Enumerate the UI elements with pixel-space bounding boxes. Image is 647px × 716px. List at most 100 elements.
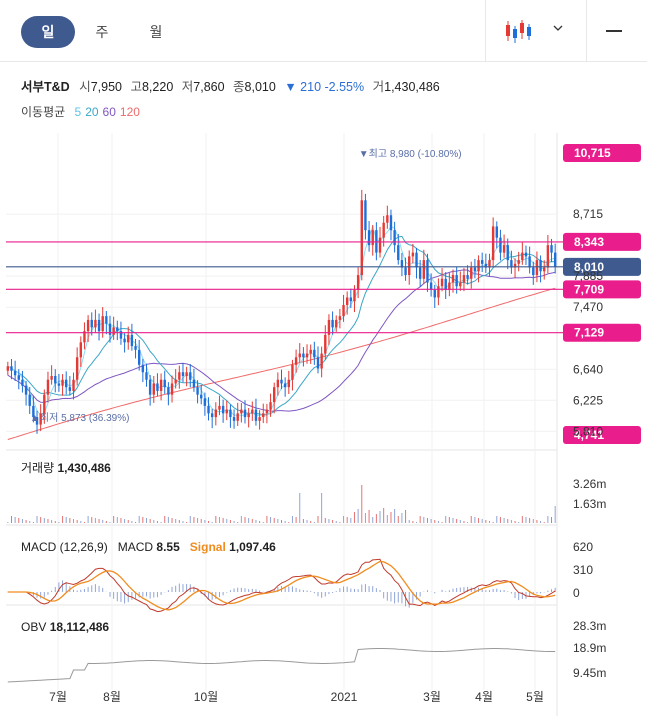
- candle-body: [433, 290, 436, 298]
- ma-120-label: 120: [119, 105, 140, 119]
- candle-body: [502, 245, 506, 253]
- candle-body: [46, 379, 50, 395]
- price-badge: [563, 280, 641, 299]
- candle-body: [491, 226, 495, 261]
- low-label: 저: [181, 80, 194, 94]
- price-badge-label: 4,741: [574, 428, 604, 442]
- candle-body: [101, 316, 104, 332]
- obv-axis-label: 18.9m: [573, 641, 606, 655]
- candle-body: [170, 383, 174, 395]
- candle-body: [232, 417, 236, 421]
- candle-body: [262, 413, 265, 418]
- price-badge: [563, 144, 641, 162]
- candle-body: [371, 230, 374, 246]
- y-tick-label: 7,885: [573, 269, 603, 283]
- candle-body: [444, 278, 447, 291]
- macd-axis-label: 620: [573, 540, 593, 554]
- candle-body: [65, 379, 68, 388]
- ma-120-line: [7, 287, 556, 440]
- volume-value: 1,430,486: [384, 80, 440, 94]
- macd-axis-label: 310: [573, 563, 593, 577]
- candle-body: [378, 237, 382, 253]
- x-tick-label: 8월: [103, 690, 121, 704]
- candle-body: [539, 260, 542, 272]
- price-badge-label: 7,709: [574, 282, 604, 296]
- candle-body: [189, 372, 192, 380]
- candle-body: [207, 405, 210, 414]
- volume-panel-label: 거래량 1,430,486: [21, 459, 111, 476]
- candle-body: [480, 260, 484, 264]
- ma-label: 이동평균: [21, 105, 66, 119]
- candle-body: [283, 383, 287, 388]
- candle-body: [119, 331, 123, 339]
- candle-body: [364, 200, 367, 231]
- candle-body: [265, 409, 269, 414]
- y-tick-label: 8,715: [573, 207, 603, 221]
- candle-body: [302, 353, 305, 358]
- ma-5-label: 5: [71, 105, 82, 119]
- macd-line: [7, 558, 556, 613]
- open-label: 시: [79, 80, 91, 94]
- signal-label: Signal: [189, 540, 226, 554]
- change-value: ▼ 210 -2.55%: [284, 80, 364, 94]
- y-tick-label: 6,225: [573, 393, 603, 407]
- menu-icon[interactable]: [606, 30, 622, 32]
- candle-body: [459, 282, 462, 287]
- candle-body: [214, 409, 218, 418]
- period-month-button[interactable]: 월: [149, 24, 163, 40]
- candle-body: [353, 290, 356, 302]
- price-badge-label: 8,343: [574, 235, 604, 249]
- price-badge-label: 10,715: [574, 146, 611, 160]
- candle-body: [61, 379, 64, 386]
- candle-body: [422, 260, 426, 279]
- candle-body: [543, 267, 546, 272]
- stock-name: 서부T&D: [21, 80, 70, 94]
- candle-body: [327, 319, 331, 335]
- candle-body: [258, 417, 261, 421]
- candle-body: [335, 319, 338, 328]
- candle-body: [294, 357, 298, 365]
- candle-body: [280, 379, 283, 384]
- price-badge-label: 8,010: [574, 260, 604, 274]
- period-week-button[interactable]: 주: [95, 24, 109, 40]
- quote-summary: 서부T&D 시7,950 고8,220 저7,860 종8,010 ▼ 210 …: [21, 76, 445, 95]
- candle-body: [273, 387, 276, 403]
- x-tick-label: 2021: [331, 690, 358, 704]
- candle-body: [97, 319, 101, 332]
- candle-body: [203, 398, 207, 406]
- period-day-button[interactable]: 일: [21, 16, 75, 48]
- candle-body: [10, 366, 13, 371]
- candle-body: [185, 372, 188, 376]
- candle-body: [316, 357, 320, 369]
- candle-body: [134, 346, 137, 350]
- obv-panel-title: OBV: [21, 620, 47, 634]
- candle-body: [477, 260, 480, 272]
- candle-body: [6, 366, 10, 371]
- chevron-down-icon[interactable]: [551, 18, 565, 38]
- obv-panel-value: 18,112,486: [49, 620, 110, 634]
- candlestick-icon[interactable]: [504, 18, 532, 44]
- candle-body: [455, 275, 458, 287]
- candle-body: [408, 256, 411, 276]
- close-value: 8,010: [244, 80, 276, 94]
- candle-body: [105, 316, 108, 324]
- candle-body: [152, 383, 155, 395]
- obv-line: [7, 648, 556, 683]
- candle-body: [68, 387, 72, 391]
- candle-body: [470, 267, 473, 279]
- obv-axis-label: 9.45m: [573, 666, 606, 680]
- candle-body: [83, 331, 86, 343]
- candle-body: [418, 267, 422, 279]
- candle-body: [338, 316, 342, 320]
- candle-body: [123, 338, 126, 343]
- candle-body: [499, 237, 502, 253]
- candle-body: [356, 275, 360, 291]
- high-annotation: ▼최고 8,980 (-10.80%): [359, 148, 462, 160]
- candle-body: [229, 409, 232, 418]
- candle-body: [397, 245, 400, 261]
- candle-body: [240, 409, 243, 414]
- volume-panel-value: 1,430,486: [57, 461, 111, 475]
- candle-body: [236, 413, 239, 421]
- high-label: 고: [130, 80, 142, 94]
- candle-body: [200, 394, 203, 399]
